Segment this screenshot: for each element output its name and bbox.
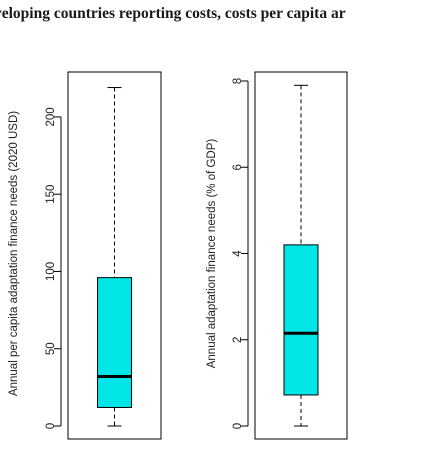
- y-tick-label: 2: [232, 337, 244, 343]
- y-tick-label: 0: [45, 423, 57, 429]
- boxplot-panel-2: 0 2 4 6 8 Annual adaptation finance needs (% …: [206, 71, 348, 440]
- y-tick-label: 50: [45, 342, 57, 355]
- iqr-box: [97, 277, 132, 408]
- y-tick-label: 150: [45, 185, 57, 204]
- y-tick-label: 200: [45, 107, 57, 126]
- y-tick-label: 6: [232, 164, 244, 170]
- iqr-box: [283, 244, 319, 396]
- y-tick-label: 0: [232, 423, 244, 429]
- plot-frame: [67, 71, 162, 440]
- boxplot-panel-1: 0 50 100 150 200 Annual per capita adaptation…: [8, 71, 162, 440]
- y-tick-label: 8: [232, 78, 244, 84]
- y-axis-title: Annual adaptation finance needs (% of GD…: [206, 139, 218, 369]
- y-axis-title: Annual per capita adaptation finance nee…: [8, 111, 20, 396]
- figure-caption: veloping countries reporting costs, cost…: [0, 5, 346, 22]
- y-tick-label: 4: [232, 250, 244, 257]
- y-tick-label: 100: [45, 262, 57, 281]
- plot-frame: [254, 71, 348, 440]
